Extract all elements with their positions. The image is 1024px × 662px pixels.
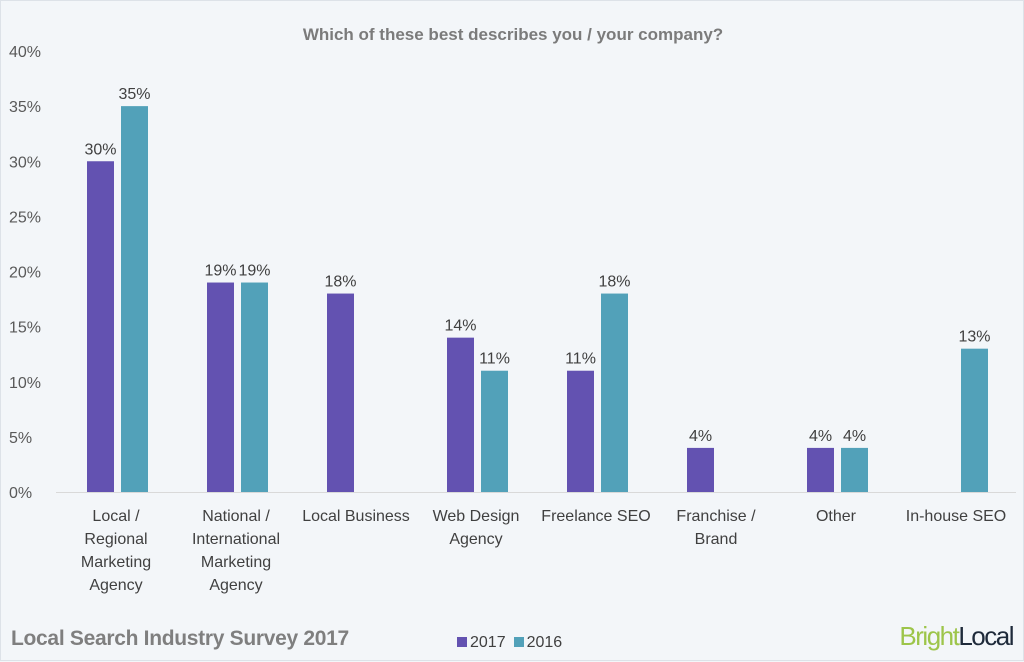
x-category-label: In-house SEO xyxy=(906,508,1007,525)
legend-label: 2017 xyxy=(470,634,506,651)
chart-title: Which of these best describes you / your… xyxy=(302,25,724,44)
legend-item-2017: 2017 xyxy=(457,634,506,652)
y-tick-label: 15% xyxy=(9,320,41,337)
bar-2016 xyxy=(961,348,988,492)
data-label: 18% xyxy=(324,274,356,291)
data-label: 35% xyxy=(118,86,150,103)
bar-2017 xyxy=(687,447,714,492)
data-label: 11% xyxy=(479,351,510,368)
legend-swatch xyxy=(513,637,524,647)
legend-label: 2016 xyxy=(526,634,563,651)
y-tick-label: 40% xyxy=(9,44,41,61)
bar-2017 xyxy=(87,161,114,492)
bar-2017 xyxy=(807,447,834,492)
data-label: 11% xyxy=(565,351,596,368)
data-label: 14% xyxy=(444,318,476,335)
bar-2017 xyxy=(207,282,234,492)
bar-2016 xyxy=(601,293,628,492)
data-label: 18% xyxy=(598,274,630,291)
data-label: 30% xyxy=(84,141,116,158)
x-category-label: Local Business xyxy=(302,508,410,525)
x-category-label: Web Design Agency xyxy=(433,508,520,548)
y-tick-label: 10% xyxy=(9,375,41,392)
y-tick-label: 20% xyxy=(9,265,41,282)
legend-swatch xyxy=(457,637,467,647)
y-tick-label: 35% xyxy=(9,99,41,116)
y-tick-label: 25% xyxy=(9,209,41,226)
y-tick-label: 0% xyxy=(9,485,32,502)
bar-2017 xyxy=(567,370,594,492)
brightlocal-logo: BrightLocal xyxy=(899,621,1014,652)
bar-2016 xyxy=(841,447,868,492)
x-category-label: Other xyxy=(816,508,857,525)
data-label: 4% xyxy=(809,428,832,445)
bar-2017 xyxy=(327,293,354,492)
data-label: 19% xyxy=(238,263,270,280)
legend: 2017 2016 xyxy=(457,634,562,652)
y-tick-label: 5% xyxy=(9,430,32,447)
bar-2016 xyxy=(481,370,508,492)
logo-part: Local xyxy=(958,621,1014,651)
survey-title: Local Search Industry Survey 2017 xyxy=(11,627,349,650)
x-category-label: Freelance SEO xyxy=(541,508,650,525)
bar-2017 xyxy=(447,337,474,492)
x-category-label: National / International Marketing Agency xyxy=(192,508,280,594)
y-tick-label: 30% xyxy=(9,154,41,171)
logo-part: Bright xyxy=(899,621,959,651)
bar-2016 xyxy=(121,106,148,492)
legend-item-2016: 2016 xyxy=(513,634,563,652)
data-label: 13% xyxy=(958,329,990,346)
bar-2016 xyxy=(241,282,268,492)
data-label: 19% xyxy=(204,263,236,280)
x-category-label: Franchise / Brand xyxy=(676,508,756,548)
data-label: 4% xyxy=(689,428,712,445)
x-category-label: Local / Regional Marketing Agency xyxy=(81,508,151,594)
data-label: 4% xyxy=(843,428,866,445)
